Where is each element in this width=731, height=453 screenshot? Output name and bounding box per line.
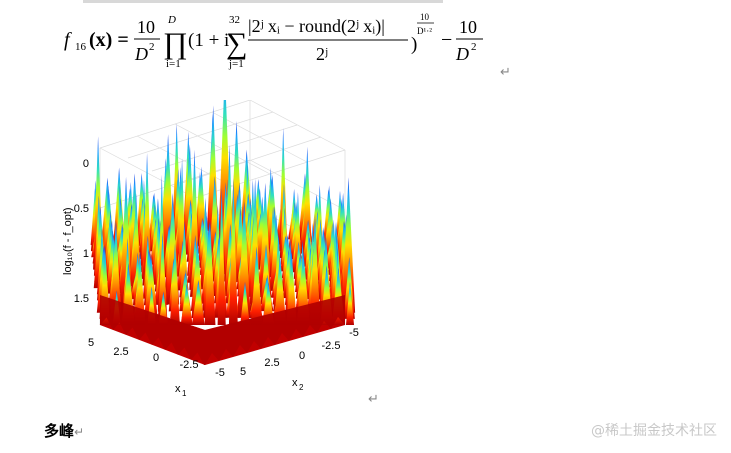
surface-spike [258, 182, 272, 298]
surface-spike [302, 146, 313, 261]
formula-lhs-sub: 16 [75, 41, 87, 53]
formula-sum-symbol: ∑ [226, 27, 247, 60]
x1-tick: 0 [153, 352, 159, 364]
x1-axis-label-sub: 1 [182, 389, 187, 398]
surface-spike [157, 232, 168, 319]
surface-spike [110, 220, 122, 319]
surface-plot-figure: 0 0.5 1 1.5 log₁₀(f - f_opt) 5 2.5 0 -2.… [55, 70, 375, 400]
x2-axis-label: x [292, 377, 298, 389]
formula-frac2-num: 10 [459, 17, 477, 37]
surface-spike [343, 256, 355, 319]
x2-tick: 0 [299, 350, 305, 362]
surface-front-edge [100, 295, 345, 365]
z-tick: 1.5 [74, 293, 89, 305]
surface-spike [250, 246, 263, 325]
top-rule [83, 0, 443, 3]
z-axis: 0 0.5 1 1.5 log₁₀(f - f_opt) [62, 158, 89, 305]
surface-spike [309, 213, 321, 325]
formula-inner-num: |2ʲ xᵢ − round(2ʲ xᵢ)| [248, 16, 385, 37]
surface-spike [191, 279, 205, 325]
formula-prod-upper: D [167, 14, 176, 26]
surface-mesh [90, 70, 356, 365]
caption-text: 多峰 [44, 422, 75, 440]
surface-spike [345, 281, 355, 325]
surface-spike [237, 201, 251, 318]
x2-tick: -5 [349, 327, 359, 339]
formula-one-plus-i: (1 + i [188, 30, 229, 51]
watermark: @稀土掘金技术社区 [591, 423, 717, 439]
x1-tick: -5 [215, 367, 225, 379]
x1-tick: 5 [88, 337, 94, 349]
surface-spike [180, 283, 193, 325]
formula-sum-lower: j=1 [228, 58, 244, 70]
surface-spike [240, 281, 250, 325]
surface-spike [286, 252, 297, 325]
paragraph-mark: ↵ [500, 65, 511, 80]
caption: 多峰↵ [44, 420, 84, 441]
formula-inner-den: 2ʲ [316, 44, 328, 64]
z-tick: 1 [83, 248, 89, 260]
surface-spike [273, 254, 287, 325]
surface-spike [341, 177, 356, 313]
surface-spike [228, 177, 238, 325]
x1-axis: 5 2.5 0 -2.5 -5 x 1 [88, 337, 225, 398]
formula-close-paren: ) [411, 34, 417, 55]
formula-outer-exp-den: D¹·² [417, 26, 432, 36]
surface-spike [170, 243, 180, 325]
surface-spike [144, 253, 158, 319]
surface-spike [204, 219, 216, 325]
x2-axis: -5 -2.5 0 2.5 5 x 2 [240, 327, 359, 392]
z-axis-label: log₁₀(f - f_opt) [62, 207, 74, 275]
z-tick: 0 [83, 158, 89, 170]
formula-frac1-den-exp: 2 [149, 41, 155, 53]
formula-lhs-func: f [64, 29, 72, 51]
formula-sum-upper: 32 [229, 14, 240, 26]
formula-frac2-den-exp: 2 [471, 41, 477, 53]
formula-frac1-den: D [134, 44, 148, 64]
x2-tick: -2.5 [322, 340, 341, 352]
x1-tick: -2.5 [180, 359, 199, 371]
paragraph-mark: ↵ [368, 392, 379, 407]
caption-paragraph-mark: ↵ [74, 425, 85, 439]
z-tick: 0.5 [74, 203, 89, 215]
surface-plot: 0 0.5 1 1.5 log₁₀(f - f_opt) 5 2.5 0 -2.… [62, 70, 359, 398]
x2-tick: 2.5 [264, 357, 279, 369]
formula-prod-lower: i=1 [166, 58, 181, 70]
formula-minus: − [441, 29, 452, 51]
x1-axis-label: x [175, 383, 181, 395]
surface-spike [217, 187, 226, 325]
formula-frac1-num: 10 [137, 17, 155, 37]
x2-tick: 5 [240, 366, 246, 378]
x2-axis-label-sub: 2 [299, 383, 304, 392]
x1-tick: 2.5 [113, 346, 128, 358]
formula: f 16 (x) = 10 D 2 D ∏ i=1 (1 + i 32 ∑ j=… [64, 12, 483, 70]
surface-spike [134, 250, 146, 325]
formula-lhs-arg: (x) = [89, 29, 129, 51]
formula-frac2-den: D [455, 44, 469, 64]
formula-outer-exp-num: 10 [420, 12, 430, 22]
formula-prod-symbol: ∏ [163, 27, 188, 60]
